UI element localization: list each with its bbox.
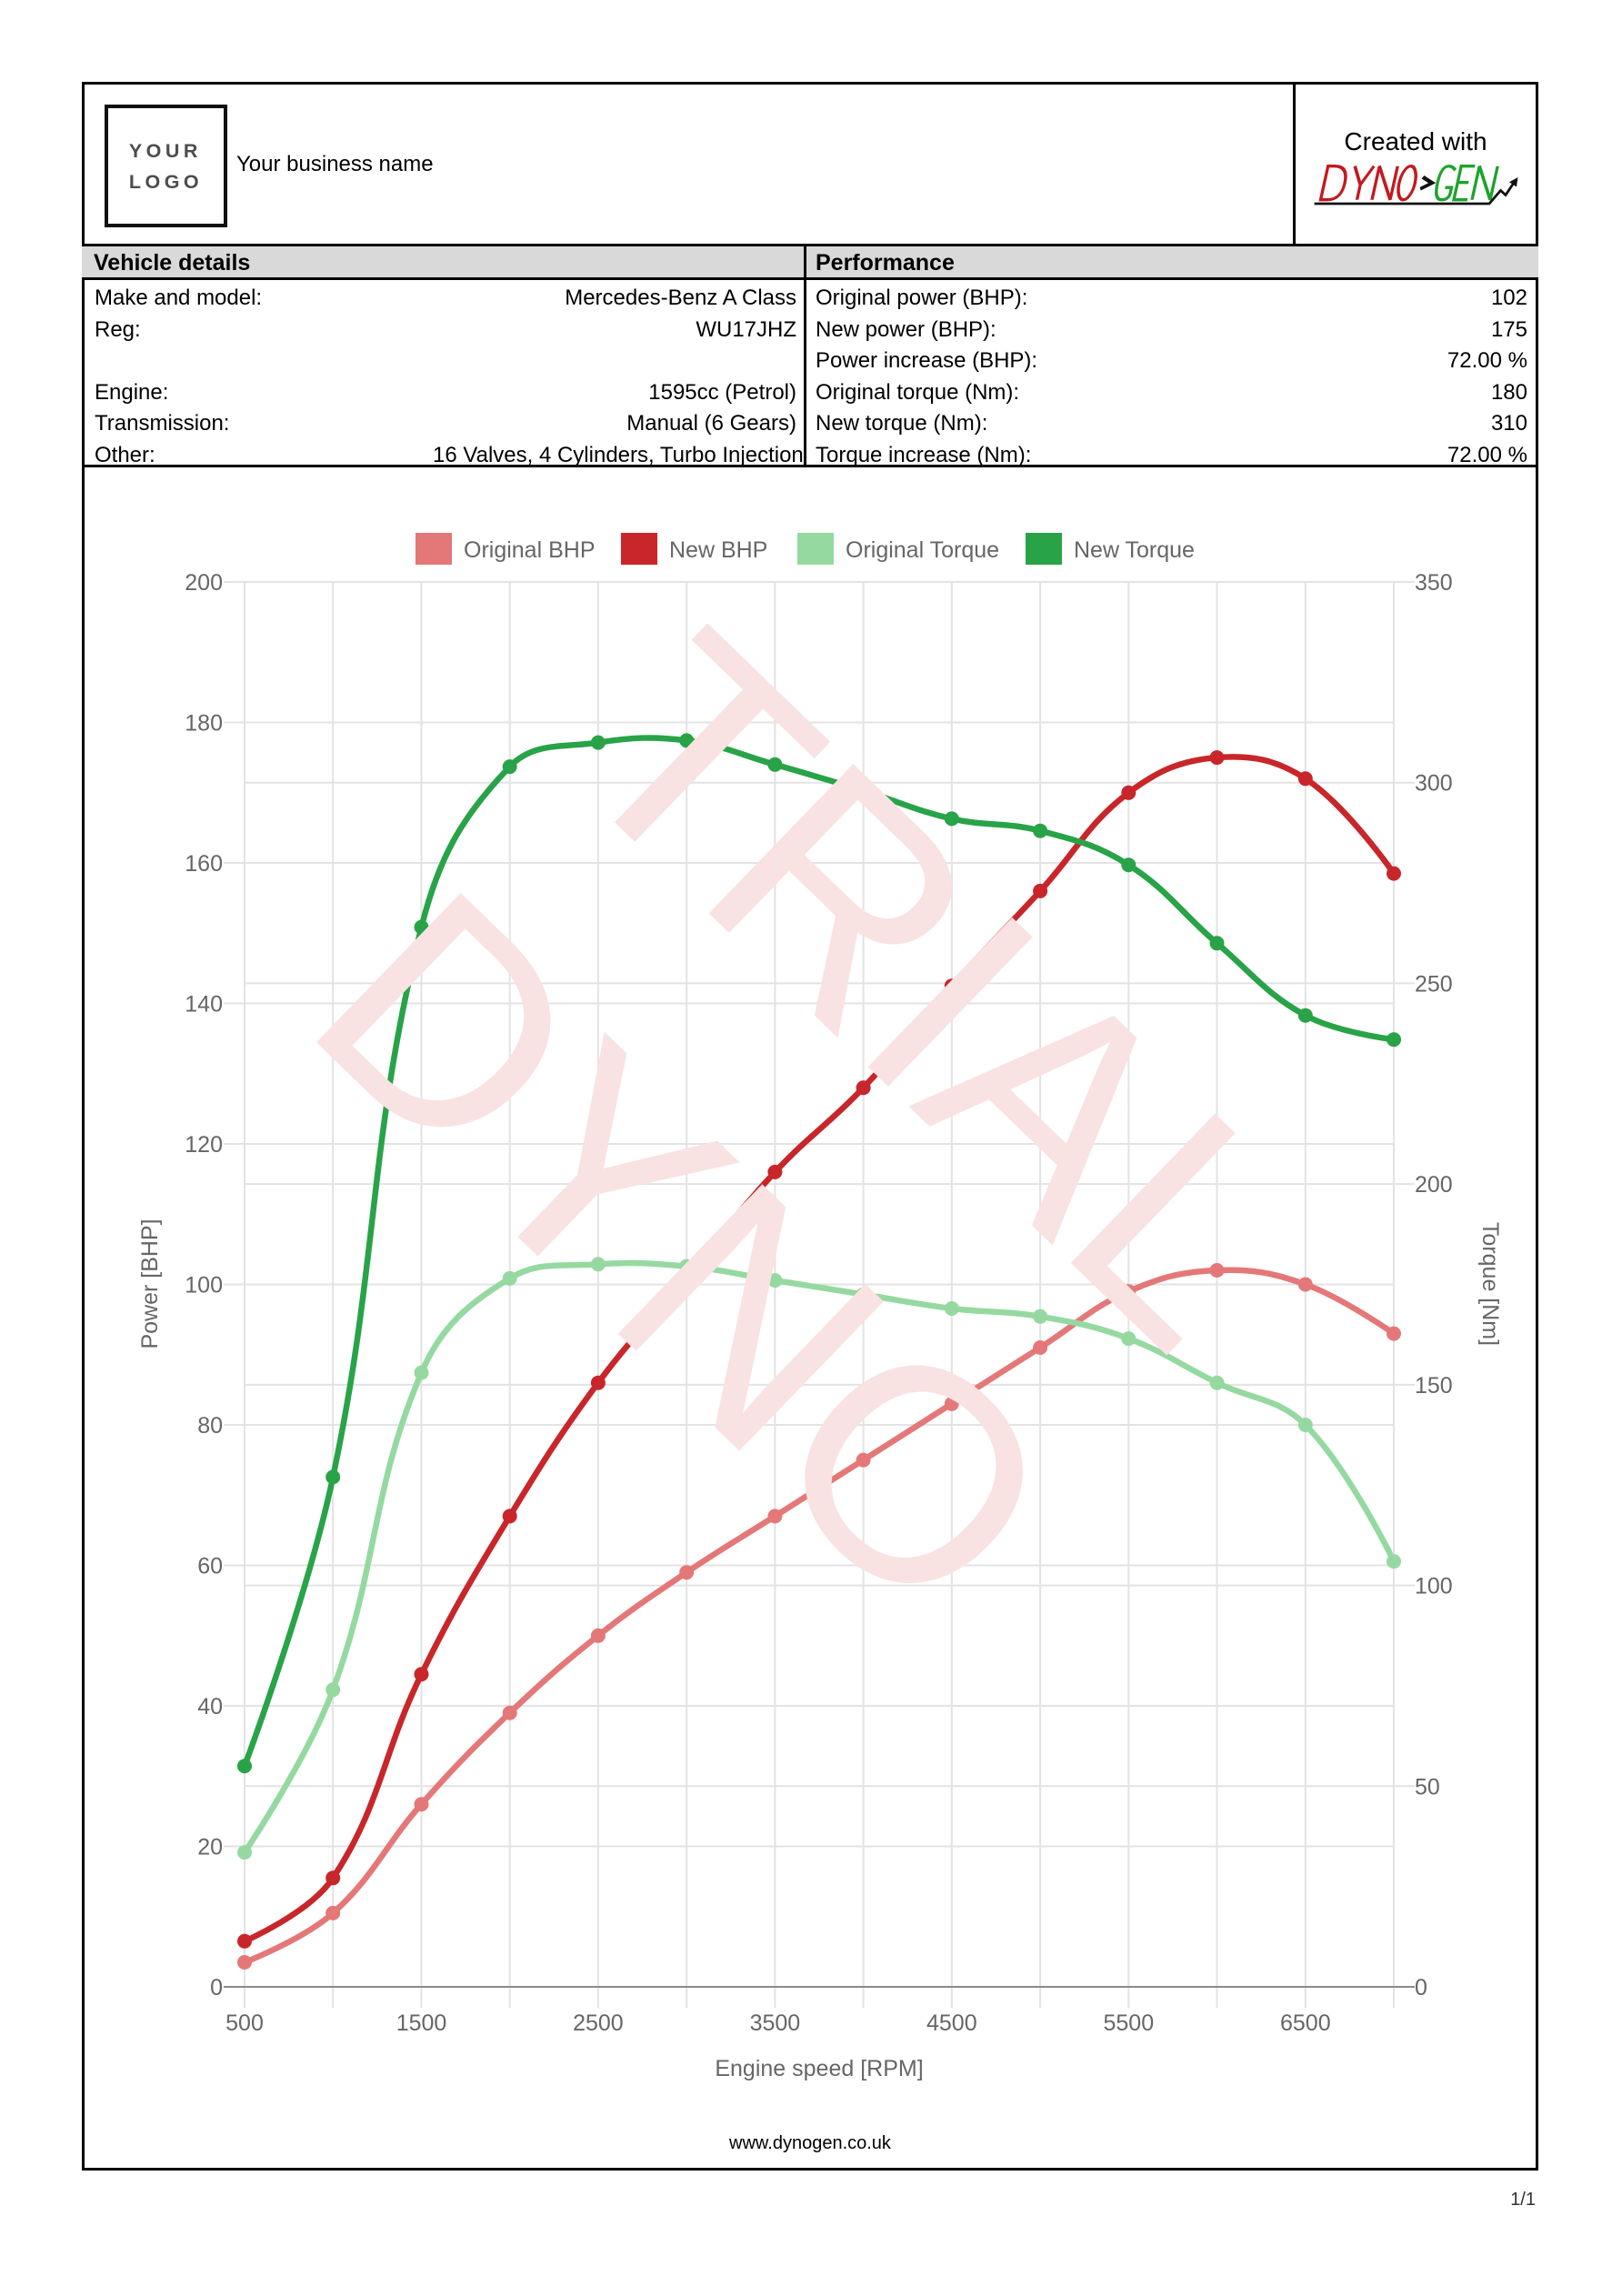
svg-text:Power [BHP]: Power [BHP] [137,1218,163,1349]
svg-text:5500: 5500 [1103,2010,1154,2036]
svg-text:0: 0 [210,1975,223,2000]
svg-text:Torque [Nm]: Torque [Nm] [1477,1222,1503,1346]
svg-text:2500: 2500 [573,2010,624,2036]
svg-text:100: 100 [1415,1574,1453,1599]
svg-text:0: 0 [1415,1975,1427,2000]
svg-text:Original Torque: Original Torque [846,537,999,563]
svg-text:200: 200 [185,570,223,596]
svg-text:Engine speed [RPM]: Engine speed [RPM] [715,2056,923,2081]
svg-text:140: 140 [185,992,223,1018]
svg-text:Original BHP: Original BHP [464,537,596,563]
svg-text:500: 500 [225,2010,264,2036]
svg-text:350: 350 [1415,570,1453,596]
svg-text:80: 80 [197,1413,223,1439]
svg-text:180: 180 [185,711,223,737]
svg-text:50: 50 [1415,1774,1440,1800]
svg-text:60: 60 [197,1554,223,1579]
svg-text:6500: 6500 [1280,2010,1331,2036]
svg-text:100: 100 [185,1273,223,1298]
svg-text:160: 160 [185,851,223,877]
svg-text:250: 250 [1415,971,1453,997]
svg-text:300: 300 [1415,771,1453,797]
svg-text:40: 40 [197,1694,223,1719]
svg-text:3500: 3500 [750,2010,801,2036]
svg-text:New BHP: New BHP [669,537,767,563]
svg-text:4500: 4500 [926,2010,977,2036]
svg-text:200: 200 [1415,1172,1453,1198]
svg-text:1500: 1500 [396,2010,447,2036]
svg-text:150: 150 [1415,1373,1453,1399]
svg-text:20: 20 [197,1835,223,1860]
svg-text:120: 120 [185,1132,223,1158]
svg-text:New Torque: New Torque [1074,537,1195,563]
